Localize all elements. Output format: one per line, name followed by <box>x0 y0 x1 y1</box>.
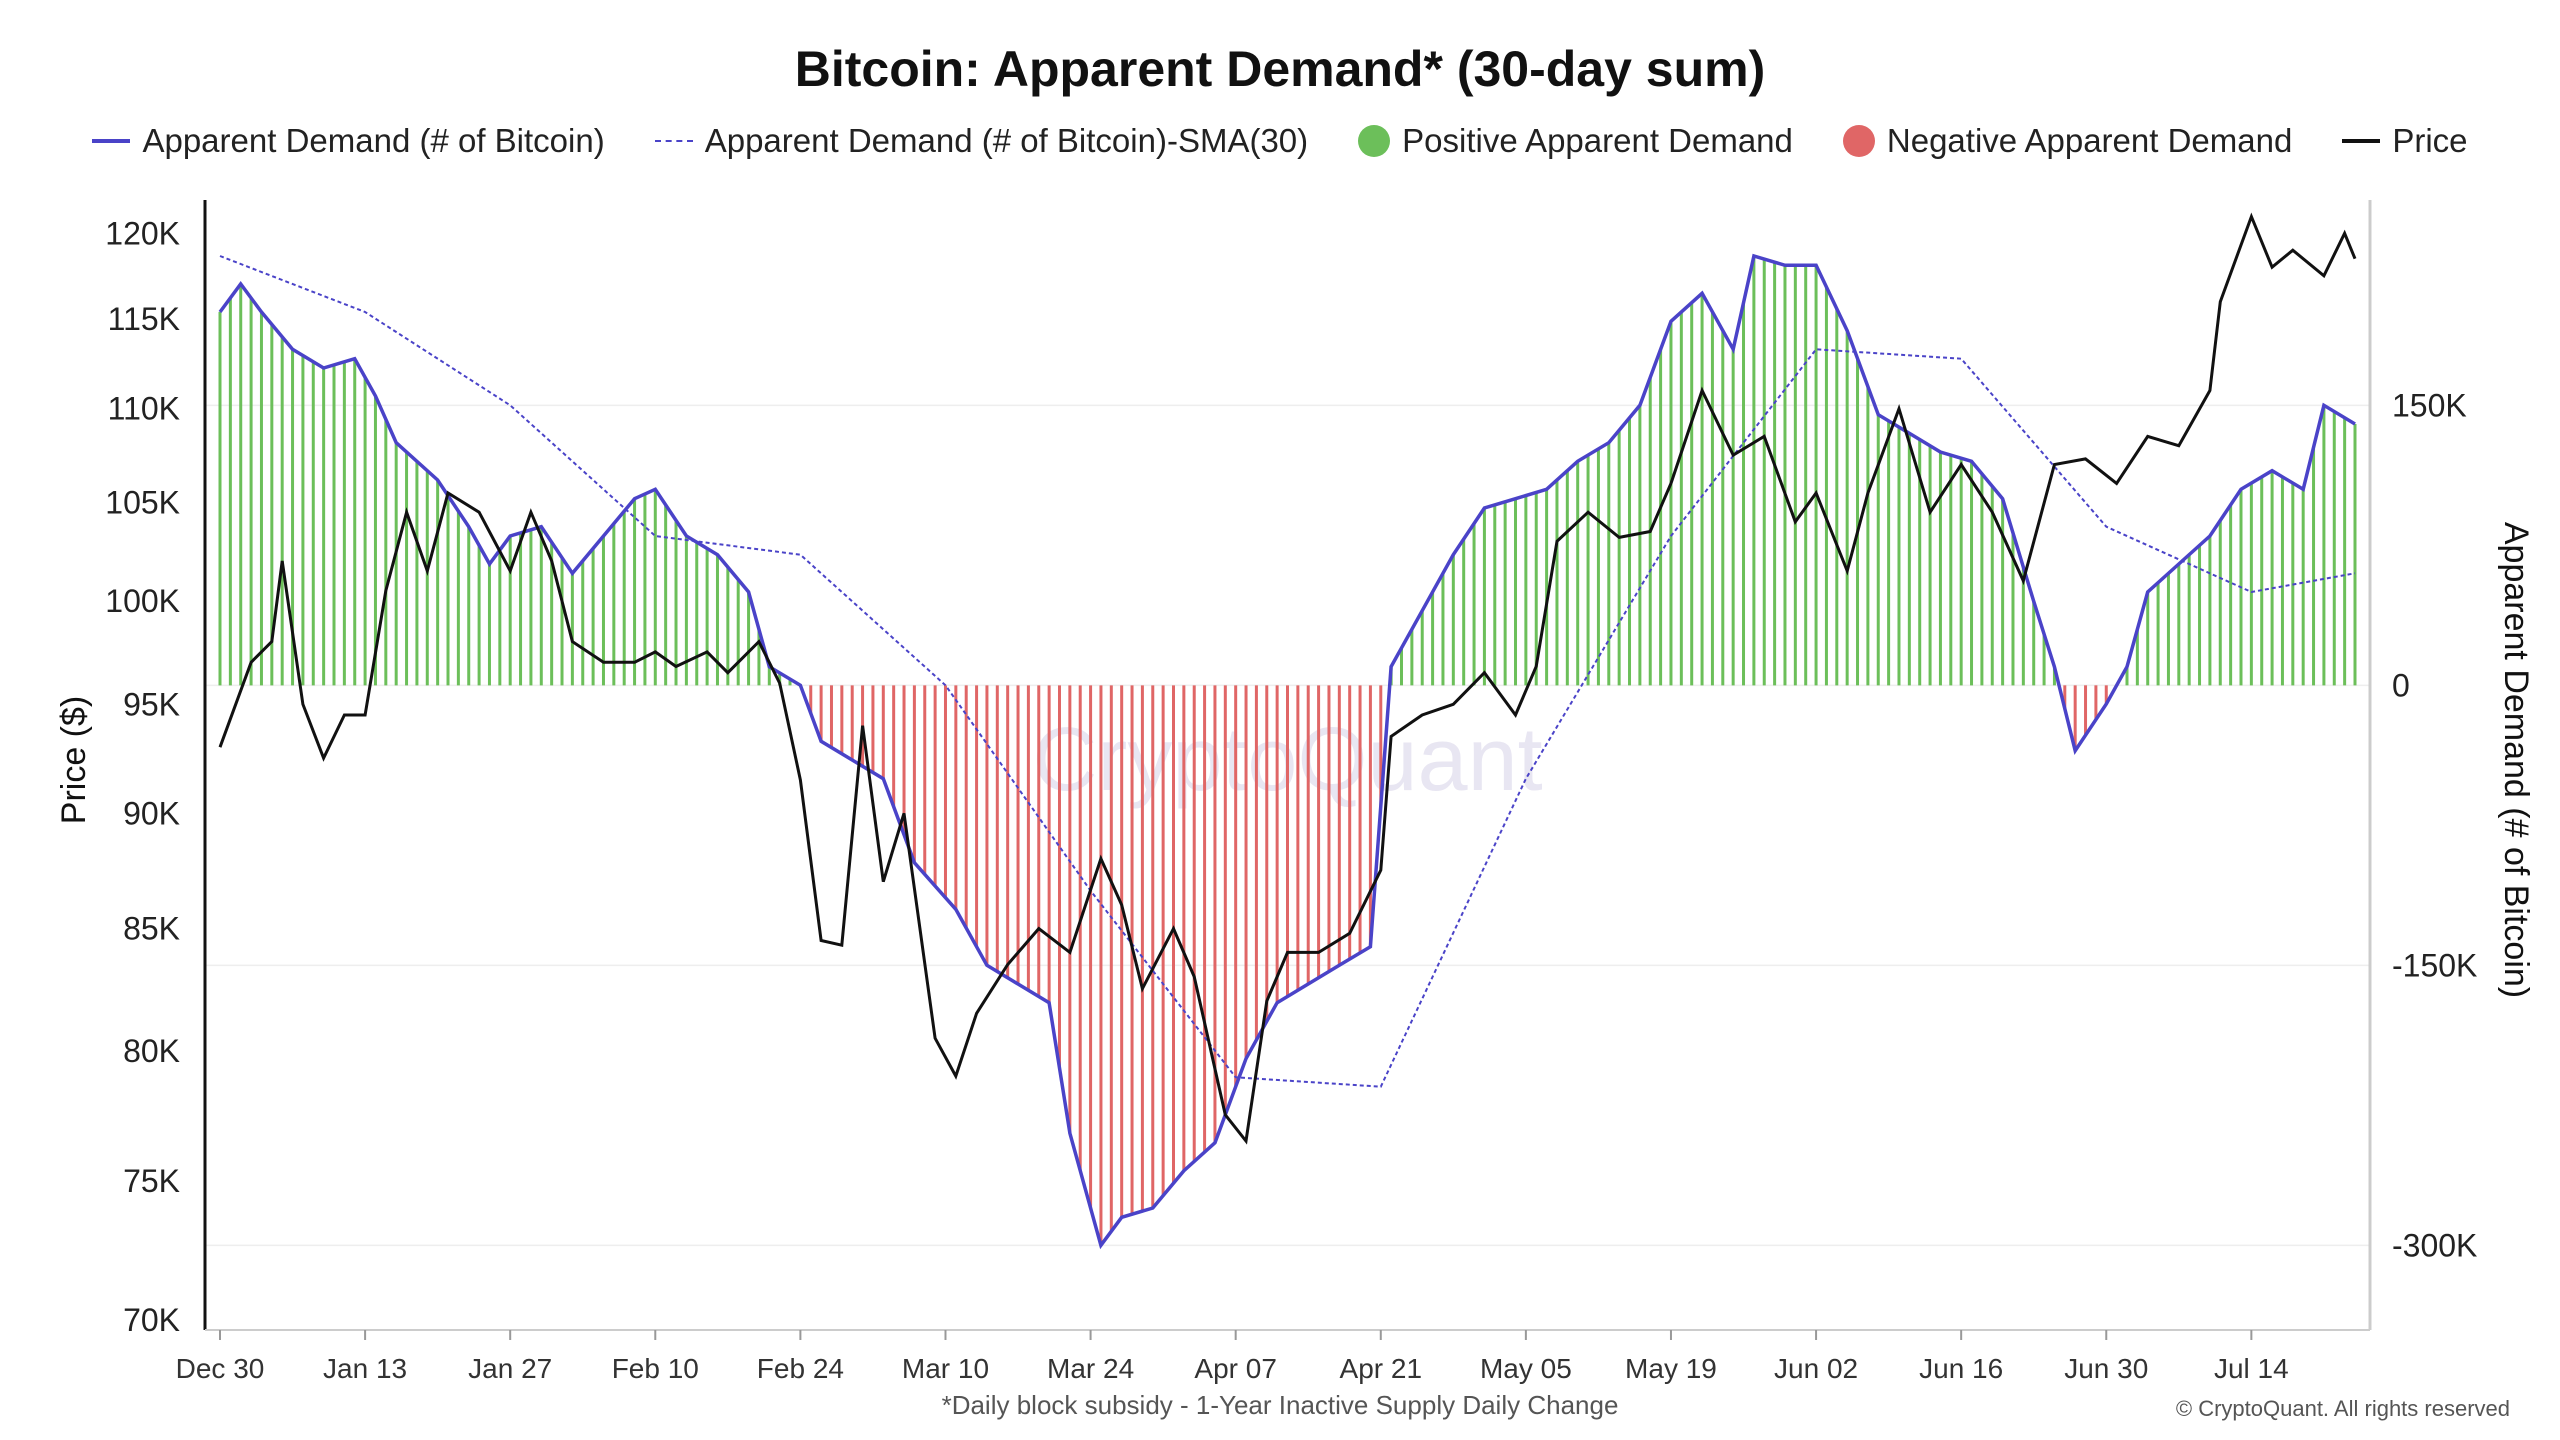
x-tick-label: Jan 13 <box>323 1353 407 1384</box>
x-tick-label: Mar 10 <box>902 1353 989 1384</box>
x-tick-label: Feb 24 <box>757 1353 844 1384</box>
y-left-tick-label: 75K <box>123 1163 180 1199</box>
y-left-tick-label: 95K <box>123 686 180 722</box>
x-tick-label: May 19 <box>1625 1353 1717 1384</box>
x-tick-label: Feb 10 <box>612 1353 699 1384</box>
y-left-tick-label: 90K <box>123 795 180 831</box>
y-left-tick-label: 85K <box>123 911 180 947</box>
x-tick-label: Jan 27 <box>468 1353 552 1384</box>
sma-line <box>219 255 2356 1088</box>
x-tick-label: May 05 <box>1480 1353 1572 1384</box>
legend-label: Price <box>2392 122 2468 159</box>
chart-title: Bitcoin: Apparent Demand* (30-day sum) <box>794 41 1766 97</box>
x-tick-label: Dec 30 <box>176 1353 265 1384</box>
legend-item-price[interactable]: Price <box>2342 122 2468 160</box>
y-left-tick-label: 80K <box>123 1033 180 1069</box>
y-left-tick-label: 120K <box>105 215 180 251</box>
legend-swatch-dot <box>1358 125 1391 157</box>
legend-label: Positive Apparent Demand <box>1402 122 1793 159</box>
y-right-tick-label: -150K <box>2392 947 2477 983</box>
y-left-tick-label: 115K <box>108 301 180 337</box>
y-right-axis-label: Apparent Demand (# of Bitcoin) <box>2497 522 2535 998</box>
legend-item-demand[interactable]: Apparent Demand (# of Bitcoin) <box>92 122 605 160</box>
legend-label: Negative Apparent Demand <box>1886 122 2293 159</box>
y-right-tick-label: 150K <box>2392 387 2467 423</box>
y-left-axis-label: Price ($) <box>55 696 93 824</box>
legend-item-sma[interactable]: Apparent Demand (# of Bitcoin)-SMA(30) <box>654 122 1309 160</box>
x-tick-label: Jun 02 <box>1774 1353 1858 1384</box>
legend-swatch-dash <box>654 140 693 142</box>
legend-item-positive[interactable]: Positive Apparent Demand <box>1358 122 1793 160</box>
x-tick-label: Jun 16 <box>1919 1353 2003 1384</box>
legend-label: Apparent Demand (# of Bitcoin) <box>142 122 605 159</box>
y-left-tick-label: 70K <box>123 1302 180 1338</box>
footnote: *Daily block subsidy - 1-Year Inactive S… <box>941 1390 1619 1420</box>
x-tick-label: Jul 14 <box>2214 1353 2289 1384</box>
price-line <box>218 212 2357 1145</box>
legend-swatch-line <box>92 139 131 143</box>
legend-label: Apparent Demand (# of Bitcoin)-SMA(30) <box>704 122 1309 159</box>
copyright-credit: © CryptoQuant. All rights reserved <box>2175 1396 2510 1421</box>
y-left-tick-label: 110K <box>108 391 180 427</box>
y-left-tick-label: 100K <box>105 583 180 619</box>
y-right-tick-label: -300K <box>2392 1227 2477 1263</box>
demand-line <box>218 253 2356 1250</box>
y-right-tick-label: 0 <box>2392 667 2410 703</box>
legend-swatch-dot <box>1842 125 1875 157</box>
y-left-tick-label: 105K <box>105 485 180 521</box>
x-tick-label: Jun 30 <box>2064 1353 2148 1384</box>
x-tick-label: Apr 07 <box>1194 1353 1277 1384</box>
x-tick-label: Apr 21 <box>1340 1353 1423 1384</box>
legend-swatch-line <box>2342 139 2381 143</box>
x-tick-label: Mar 24 <box>1047 1353 1134 1384</box>
legend: Apparent Demand (# of Bitcoin) Apparent … <box>0 122 2560 160</box>
legend-item-negative[interactable]: Negative Apparent Demand <box>1842 122 2293 160</box>
